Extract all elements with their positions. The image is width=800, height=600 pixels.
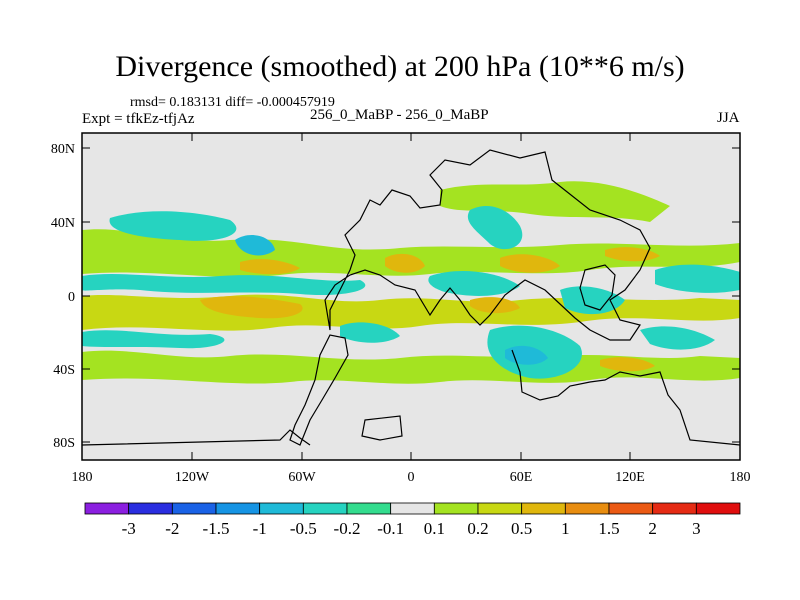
colorbar-swatch [84, 502, 130, 515]
lat-label-0: 0 [68, 290, 75, 305]
plot-title: Divergence (smoothed) at 200 hPa (10**6 … [115, 50, 685, 83]
colorbar-label: -0.5 [290, 519, 317, 538]
lon-label-0: 0 [408, 470, 415, 485]
rmsd-diff-label: rmsd= 0.183131 diff= -0.000457919 [130, 95, 335, 110]
lon-tick-marks [191, 133, 631, 460]
colorbar-label: -1 [253, 519, 267, 538]
colorbar-swatch [259, 502, 304, 515]
colorbar: -3 -2 -1.5 -1 -0.5 -0.2 -0.1 0.1 0.2 0.5 1 1.5 2 3 [84, 502, 741, 538]
lat-tick-marks [82, 147, 740, 443]
colorbar-label: -0.1 [377, 519, 404, 538]
lon-label-180e: 180 [730, 470, 751, 485]
colorbar-label: -0.2 [334, 519, 361, 538]
lon-label-60e: 60E [510, 470, 533, 485]
colorbar-label: 0.5 [511, 519, 532, 538]
case-label: 256_0_MaBP - 256_0_MaBP [310, 107, 489, 123]
colorbar-label: -2 [165, 519, 179, 538]
lon-label-180w: 180 [72, 470, 93, 485]
colorbar-label: 2 [648, 519, 657, 538]
lat-label-40n: 40N [51, 216, 75, 231]
colorbar-swatch [302, 502, 348, 515]
lon-label-60w: 60W [288, 470, 316, 485]
lat-label-80n: 80N [51, 142, 75, 157]
colorbar-swatch [564, 502, 610, 515]
colorbar-label: 3 [692, 519, 701, 538]
experiment-label: Expt = tfkEz-tfjAz [82, 111, 195, 127]
colorbar-swatch [695, 502, 741, 515]
colorbar-swatch [521, 502, 566, 515]
coastlines [82, 149, 740, 446]
colorbar-swatch [128, 502, 173, 515]
colorbar-swatch [215, 502, 261, 515]
map-background [82, 133, 740, 460]
colorbar-label: -3 [122, 519, 136, 538]
colorbar-swatch [390, 502, 435, 515]
colorbar-label: 0.2 [467, 519, 488, 538]
colorbar-swatch [608, 502, 654, 515]
colorbar-label: 1 [561, 519, 570, 538]
colorbar-swatch [652, 502, 697, 515]
lat-label-40s: 40S [53, 363, 75, 378]
lon-label-120w: 120W [175, 470, 210, 485]
colorbar-label: -1.5 [203, 519, 230, 538]
colorbar-label: 0.1 [424, 519, 445, 538]
colorbar-swatch [346, 502, 392, 515]
colorbar-swatch [433, 502, 479, 515]
season-label: JJA [717, 110, 740, 126]
lat-label-80s: 80S [53, 436, 75, 451]
colorbar-label: 1.5 [598, 519, 619, 538]
colorbar-swatch [171, 502, 217, 515]
divergence-contours [82, 181, 740, 384]
colorbar-swatch [477, 502, 523, 515]
lon-label-120e: 120E [615, 470, 645, 485]
